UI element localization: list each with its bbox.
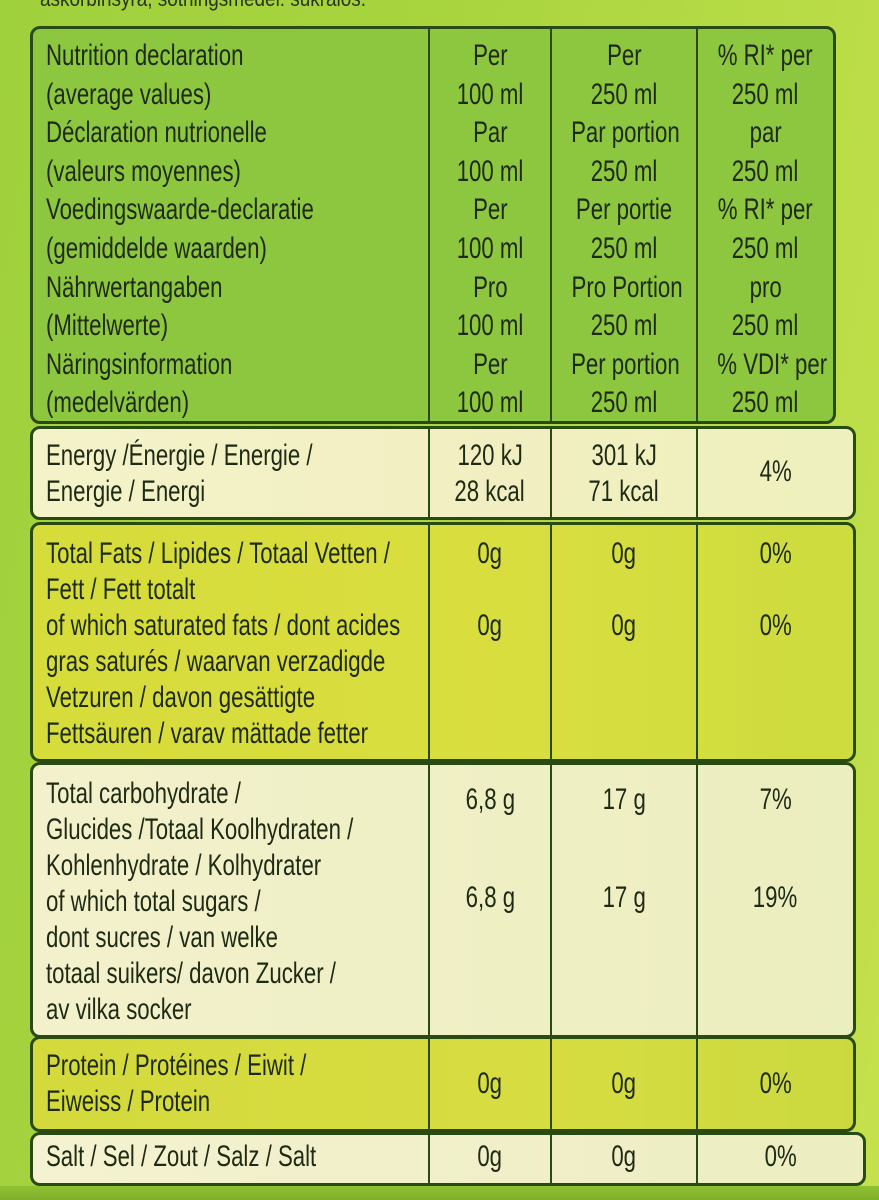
header-per250: 250 ml <box>590 154 658 188</box>
carbs-label: Glucides /Totaal Koolhydraten / <box>46 813 354 846</box>
fats-saturated-ri: 0% <box>759 609 792 642</box>
fats-label: Fett / Fett totalt <box>46 573 196 606</box>
energy-label: Energie / Energi <box>46 475 206 508</box>
fats-label: gras saturés / waarvan verzadigde <box>46 645 386 678</box>
header-label: (average values) <box>46 77 212 111</box>
fats-label: Total Fats / Lipides / Totaal Vetten / <box>46 537 390 570</box>
header-label: (Mittelwerte) <box>46 309 169 343</box>
header-per250: Par portion <box>571 116 680 150</box>
fats-total-per250: 0g <box>611 537 637 570</box>
header-label: (gemiddelde waarden) <box>46 232 267 265</box>
salt-ri: 0% <box>764 1140 797 1173</box>
header-label: (valeurs moyennes) <box>46 154 241 188</box>
fats-total-ri: 0% <box>759 537 792 570</box>
header-per250: Per portion <box>571 347 680 381</box>
header-per250: Per portie <box>575 193 673 227</box>
fats-total-per100: 0g <box>477 537 503 570</box>
energy-kj-per250: 301 kJ <box>591 439 657 472</box>
header-per100: 100 ml <box>456 386 524 420</box>
cut-off-ingredients-text: askorbinsyra, sötningsmedel: sukralos. <box>40 0 366 12</box>
header-ri: 250 ml <box>732 309 799 343</box>
header-label: (medelvärden) <box>46 386 190 420</box>
header-per100: 100 ml <box>456 77 524 111</box>
header-per100: Pro <box>472 270 508 304</box>
header-per250: 250 ml <box>590 386 658 420</box>
protein-label: Protein / Protéines / Eiwit / <box>46 1049 307 1082</box>
header-ri: 250 ml <box>732 232 799 265</box>
energy-panel: Energy /Énergie / Energie / Energie / En… <box>30 426 856 520</box>
sugars-per100: 6,8 g <box>465 881 515 914</box>
header-per100: 100 ml <box>456 154 524 188</box>
header-per100: 100 ml <box>456 232 524 265</box>
protein-ri: 0% <box>759 1067 792 1100</box>
header-per100: Per <box>472 39 508 72</box>
energy-label: Energy /Énergie / Energie / <box>46 439 313 472</box>
salt-per250: 0g <box>611 1140 637 1173</box>
carbs-label: of which total sugars / <box>46 885 261 918</box>
header-per100: Per <box>472 347 508 381</box>
energy-kj-per100: 120 kJ <box>457 439 523 472</box>
header-per250: Pro Portion <box>571 270 683 304</box>
salt-per100: 0g <box>477 1140 503 1173</box>
header-ri: par <box>749 116 782 150</box>
sugars-per250: 17 g <box>602 881 646 914</box>
header-ri: 250 ml <box>732 77 799 111</box>
header-per100: Par <box>472 116 508 150</box>
carbs-label: dont sucres / van welke <box>46 921 278 954</box>
header-ri: % RI* per <box>717 39 813 72</box>
header-label: Déclaration nutrionelle <box>46 116 267 150</box>
header-ri: pro <box>749 270 782 304</box>
header-ri: % RI* per <box>717 193 813 227</box>
protein-panel: Protein / Protéines / Eiwit / Eiweiss / … <box>30 1036 856 1132</box>
header-ri: 250 ml <box>732 154 799 188</box>
sugars-ri: 19% <box>753 881 798 914</box>
header-per250-column: Per 250 ml Par portion 250 ml Per portie… <box>550 29 696 421</box>
carbs-label: Kohlenhydrate / Kolhydrater <box>46 849 322 882</box>
header-label: Nährwertangaben <box>46 270 223 304</box>
header-label-column: Nutrition declaration (average values) D… <box>33 29 428 421</box>
carbs-label: Total carbohydrate / <box>46 777 241 810</box>
protein-label: Eiweiss / Protein <box>46 1085 211 1118</box>
carbohydrate-panel: Total carbohydrate / Glucides /Totaal Ko… <box>30 762 856 1038</box>
carbs-total-per100: 6,8 g <box>465 783 515 816</box>
header-ri: 250 ml <box>732 386 799 420</box>
header-ri-column: % RI* per 250 ml par 250 ml % RI* per 25… <box>696 29 833 421</box>
header-label: Nutrition declaration <box>46 39 244 72</box>
fats-panel: Total Fats / Lipides / Totaal Vetten / F… <box>30 522 856 762</box>
header-per100-column: Per 100 ml Par 100 ml Per 100 ml Pro 100… <box>428 29 550 421</box>
protein-per100: 0g <box>477 1067 503 1100</box>
cut-off-bottom-edge <box>0 1186 879 1200</box>
header-per250: Per <box>606 39 642 72</box>
carbs-total-ri: 7% <box>759 783 792 816</box>
header-per100: Per <box>472 193 508 227</box>
carbs-label: totaal suikers/ davon Zucker / <box>46 957 336 990</box>
header-per250: 250 ml <box>590 309 658 343</box>
header-per250: 250 ml <box>590 77 658 111</box>
fats-label: Vetzuren / davon gesättigte <box>46 681 316 714</box>
protein-per250: 0g <box>611 1067 637 1100</box>
energy-kcal-per250: 71 kcal <box>588 475 660 508</box>
header-panel: Nutrition declaration (average values) D… <box>30 26 836 424</box>
carbs-total-per250: 17 g <box>602 783 646 816</box>
energy-ri: 4% <box>759 455 792 488</box>
salt-panel: Salt / Sel / Zout / Salz / Salt 0g 0g 0% <box>30 1132 866 1186</box>
fats-saturated-per250: 0g <box>611 609 637 642</box>
header-per100: 100 ml <box>456 309 524 343</box>
fats-label: of which saturated fats / dont acides <box>46 609 401 642</box>
fats-label: Fettsäuren / varav mättade fetter <box>46 717 369 750</box>
salt-label: Salt / Sel / Zout / Salz / Salt <box>46 1140 317 1173</box>
header-label: Voedingswaarde-declaratie <box>46 193 314 227</box>
fats-saturated-per100: 0g <box>477 609 503 642</box>
header-ri: % VDI* per <box>717 347 828 381</box>
header-per250: 250 ml <box>590 232 658 265</box>
energy-kcal-per100: 28 kcal <box>454 475 526 508</box>
header-label: Näringsinformation <box>46 347 233 381</box>
carbs-label: av vilka socker <box>46 993 192 1026</box>
